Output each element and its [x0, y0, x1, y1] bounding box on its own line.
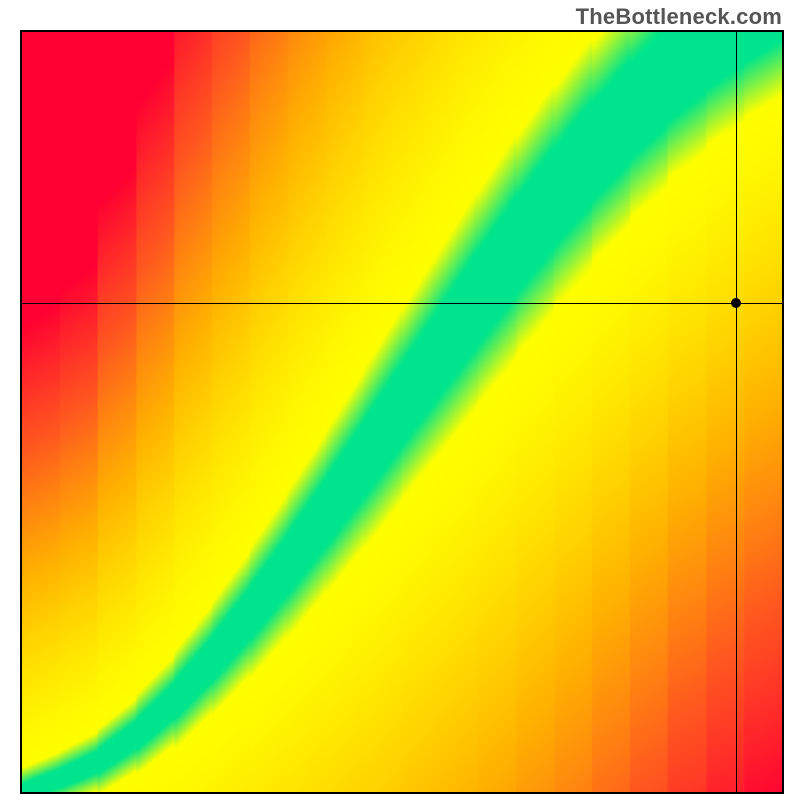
crosshair-dot	[731, 298, 741, 308]
watermark-text: TheBottleneck.com	[576, 4, 782, 30]
chart-frame	[20, 30, 784, 794]
crosshair-vertical	[736, 32, 737, 792]
heatmap-canvas	[22, 32, 782, 792]
crosshair-horizontal	[22, 303, 782, 304]
